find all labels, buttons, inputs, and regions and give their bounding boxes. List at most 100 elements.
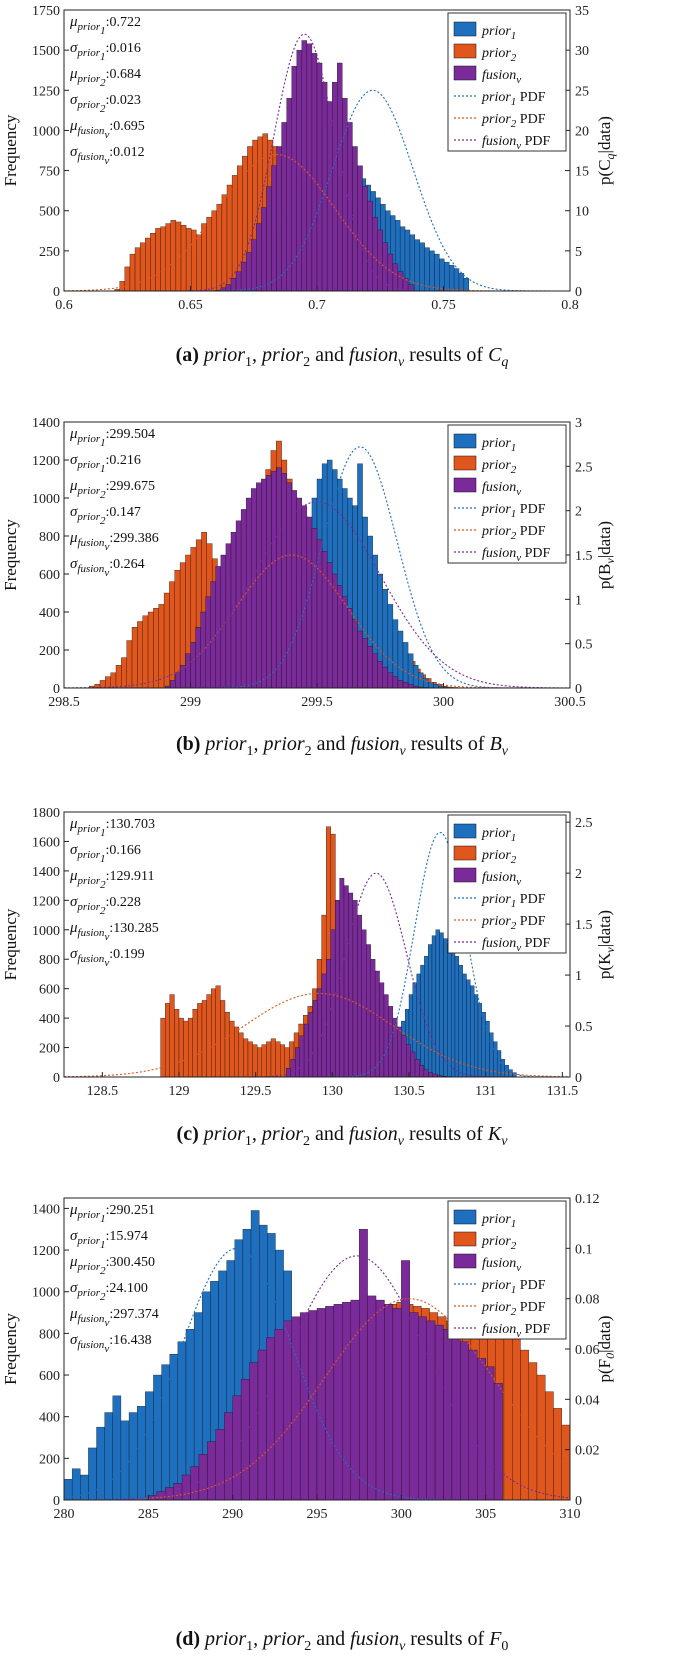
histogram-bar-prior2 bbox=[147, 611, 154, 688]
histogram-bar-fusion bbox=[271, 165, 277, 291]
histogram-bar-prior2 bbox=[206, 216, 212, 291]
histogram-bar-prior2 bbox=[201, 1000, 207, 1077]
y2-tick-label: 1 bbox=[575, 593, 582, 608]
histogram-bar-fusion bbox=[240, 509, 247, 688]
y2-tick-label: 2.5 bbox=[575, 816, 593, 831]
histogram-bar-fusion bbox=[332, 573, 338, 688]
histogram-bar-prior2 bbox=[215, 985, 221, 1077]
histogram-bar-fusion bbox=[276, 467, 282, 688]
legend-label-prior2: prior2 bbox=[481, 458, 517, 476]
histogram-bar-fusion bbox=[170, 680, 176, 688]
stat-line: μfusionv:130.285 bbox=[69, 920, 159, 943]
histogram-bar-fusion bbox=[286, 482, 292, 688]
histogram-bar-fusion bbox=[326, 959, 331, 1077]
histogram-bar-fusion bbox=[251, 488, 257, 688]
histogram-bar-fusion bbox=[337, 585, 343, 688]
histogram-bar-fusion bbox=[392, 676, 399, 688]
histogram-bar-fusion bbox=[257, 1349, 267, 1500]
histogram-bar-fusion bbox=[261, 207, 267, 291]
x-tick-label: 0.75 bbox=[431, 298, 456, 313]
stat-line: σprior1:0.166 bbox=[70, 842, 141, 865]
y-tick-label: 1000 bbox=[32, 492, 60, 507]
histogram-bar-fusion bbox=[367, 200, 373, 291]
histogram-bar-fusion bbox=[321, 551, 328, 688]
y2-tick-label: 0.06 bbox=[575, 1343, 600, 1358]
pdf-curve-fusion bbox=[64, 33, 570, 291]
histogram-bar-prior2 bbox=[275, 1041, 281, 1077]
histogram-bar-fusion bbox=[342, 1301, 351, 1500]
histogram-bar-fusion bbox=[357, 914, 362, 1077]
legend-swatch-fusion bbox=[453, 867, 477, 883]
histogram-bar-fusion bbox=[382, 666, 389, 688]
legend-label-prior1: prior1 bbox=[481, 826, 516, 844]
histogram-bar-fusion bbox=[230, 277, 237, 291]
legend-label-fusion_pdf: fusionv PDF bbox=[482, 1322, 551, 1340]
histogram-bar-fusion bbox=[392, 1017, 398, 1077]
histogram-bar-fusion bbox=[295, 1047, 300, 1077]
histogram-bar-prior2 bbox=[257, 1047, 262, 1077]
histogram-bar-fusion bbox=[333, 1304, 343, 1500]
legend-label-fusion_pdf: fusionv PDF bbox=[482, 936, 551, 954]
histogram-bar-prior2 bbox=[131, 627, 138, 688]
stat-line: σprior2:0.228 bbox=[70, 894, 141, 917]
histogram-bar-prior2 bbox=[165, 223, 171, 291]
y2-tick-label: 2 bbox=[575, 867, 582, 882]
histogram-bar-fusion bbox=[402, 682, 409, 688]
histogram-bar-fusion bbox=[377, 661, 383, 688]
histogram-bar-prior2 bbox=[196, 234, 202, 291]
y2-axis-label: p(F0|data) bbox=[595, 1315, 617, 1382]
legend-swatch-prior1 bbox=[453, 1209, 477, 1225]
legend-swatch-prior2 bbox=[453, 455, 477, 471]
y-tick-label: 1250 bbox=[32, 84, 60, 99]
y2-tick-label: 2 bbox=[575, 505, 582, 520]
legend-swatch-fusion bbox=[453, 65, 477, 81]
histogram-bar-fusion bbox=[485, 1366, 495, 1500]
histogram-bar-fusion bbox=[337, 62, 343, 291]
histogram-bar-fusion bbox=[428, 1072, 433, 1077]
y2-axis-label: p(Cq|data) bbox=[595, 116, 617, 185]
histogram-bar-prior1 bbox=[435, 929, 440, 1077]
histogram-bar-prior2 bbox=[139, 242, 146, 291]
stat-line: σfusionv:16.438 bbox=[70, 1332, 152, 1355]
histogram-bar-prior2 bbox=[261, 1044, 267, 1077]
histogram-bar-fusion bbox=[339, 878, 345, 1077]
histogram-bar-prior1 bbox=[477, 1003, 483, 1077]
y-axis-label: Frequency bbox=[1, 908, 20, 980]
histogram-bar-prior2 bbox=[137, 621, 143, 688]
histogram-bar-fusion bbox=[384, 1304, 394, 1500]
chart-panel-b: 298.5 299 299.5 300 300.50200400600800100012… bbox=[1, 416, 617, 759]
histogram-bar-prior2 bbox=[201, 223, 207, 291]
histogram-bar-fusion bbox=[434, 1324, 444, 1500]
y2-tick-label: 5 bbox=[575, 245, 582, 260]
histogram-bar-fusion bbox=[173, 1483, 183, 1500]
histogram-bar-fusion bbox=[312, 1000, 318, 1077]
caption-a: (a) prior1, prior2 and fusionv results o… bbox=[176, 344, 509, 370]
legend-label-prior2_pdf: prior2 PDF bbox=[481, 524, 546, 542]
stat-line: μprior2:129.911 bbox=[69, 868, 155, 891]
stat-line: μprior1:299.504 bbox=[69, 426, 155, 449]
histogram-bar-prior1 bbox=[473, 994, 479, 1077]
stat-line: σfusionv:0.012 bbox=[70, 144, 145, 167]
histogram-bar-prior2 bbox=[536, 1374, 546, 1500]
histogram-bar-fusion bbox=[271, 471, 277, 688]
histogram-bar-prior2 bbox=[247, 1041, 253, 1077]
histogram-bar-prior1 bbox=[80, 1474, 89, 1500]
histogram-bar-fusion bbox=[397, 271, 404, 291]
histogram-bar-prior2 bbox=[134, 247, 141, 291]
histogram-bar-prior2 bbox=[121, 657, 127, 688]
histogram-bar-fusion bbox=[397, 1026, 402, 1077]
histogram-bar-prior1 bbox=[120, 1420, 130, 1500]
histogram-bar-prior2 bbox=[158, 604, 165, 688]
histogram-bar-fusion bbox=[375, 1299, 385, 1500]
histogram-bar-prior2 bbox=[142, 615, 149, 688]
stat-line: σprior2:0.147 bbox=[70, 504, 141, 527]
histogram-bar-prior2 bbox=[266, 1041, 272, 1077]
histogram-bar-fusion bbox=[407, 684, 414, 688]
histogram-bar-fusion bbox=[326, 101, 333, 291]
y2-tick-label: 30 bbox=[575, 44, 589, 59]
legend-label-fusion_pdf: fusionv PDF bbox=[482, 546, 551, 564]
histogram-bar-fusion bbox=[306, 516, 313, 688]
y-tick-label: 600 bbox=[39, 983, 60, 998]
histogram-bar-fusion bbox=[460, 1341, 469, 1500]
y-tick-label: 0 bbox=[53, 682, 60, 697]
